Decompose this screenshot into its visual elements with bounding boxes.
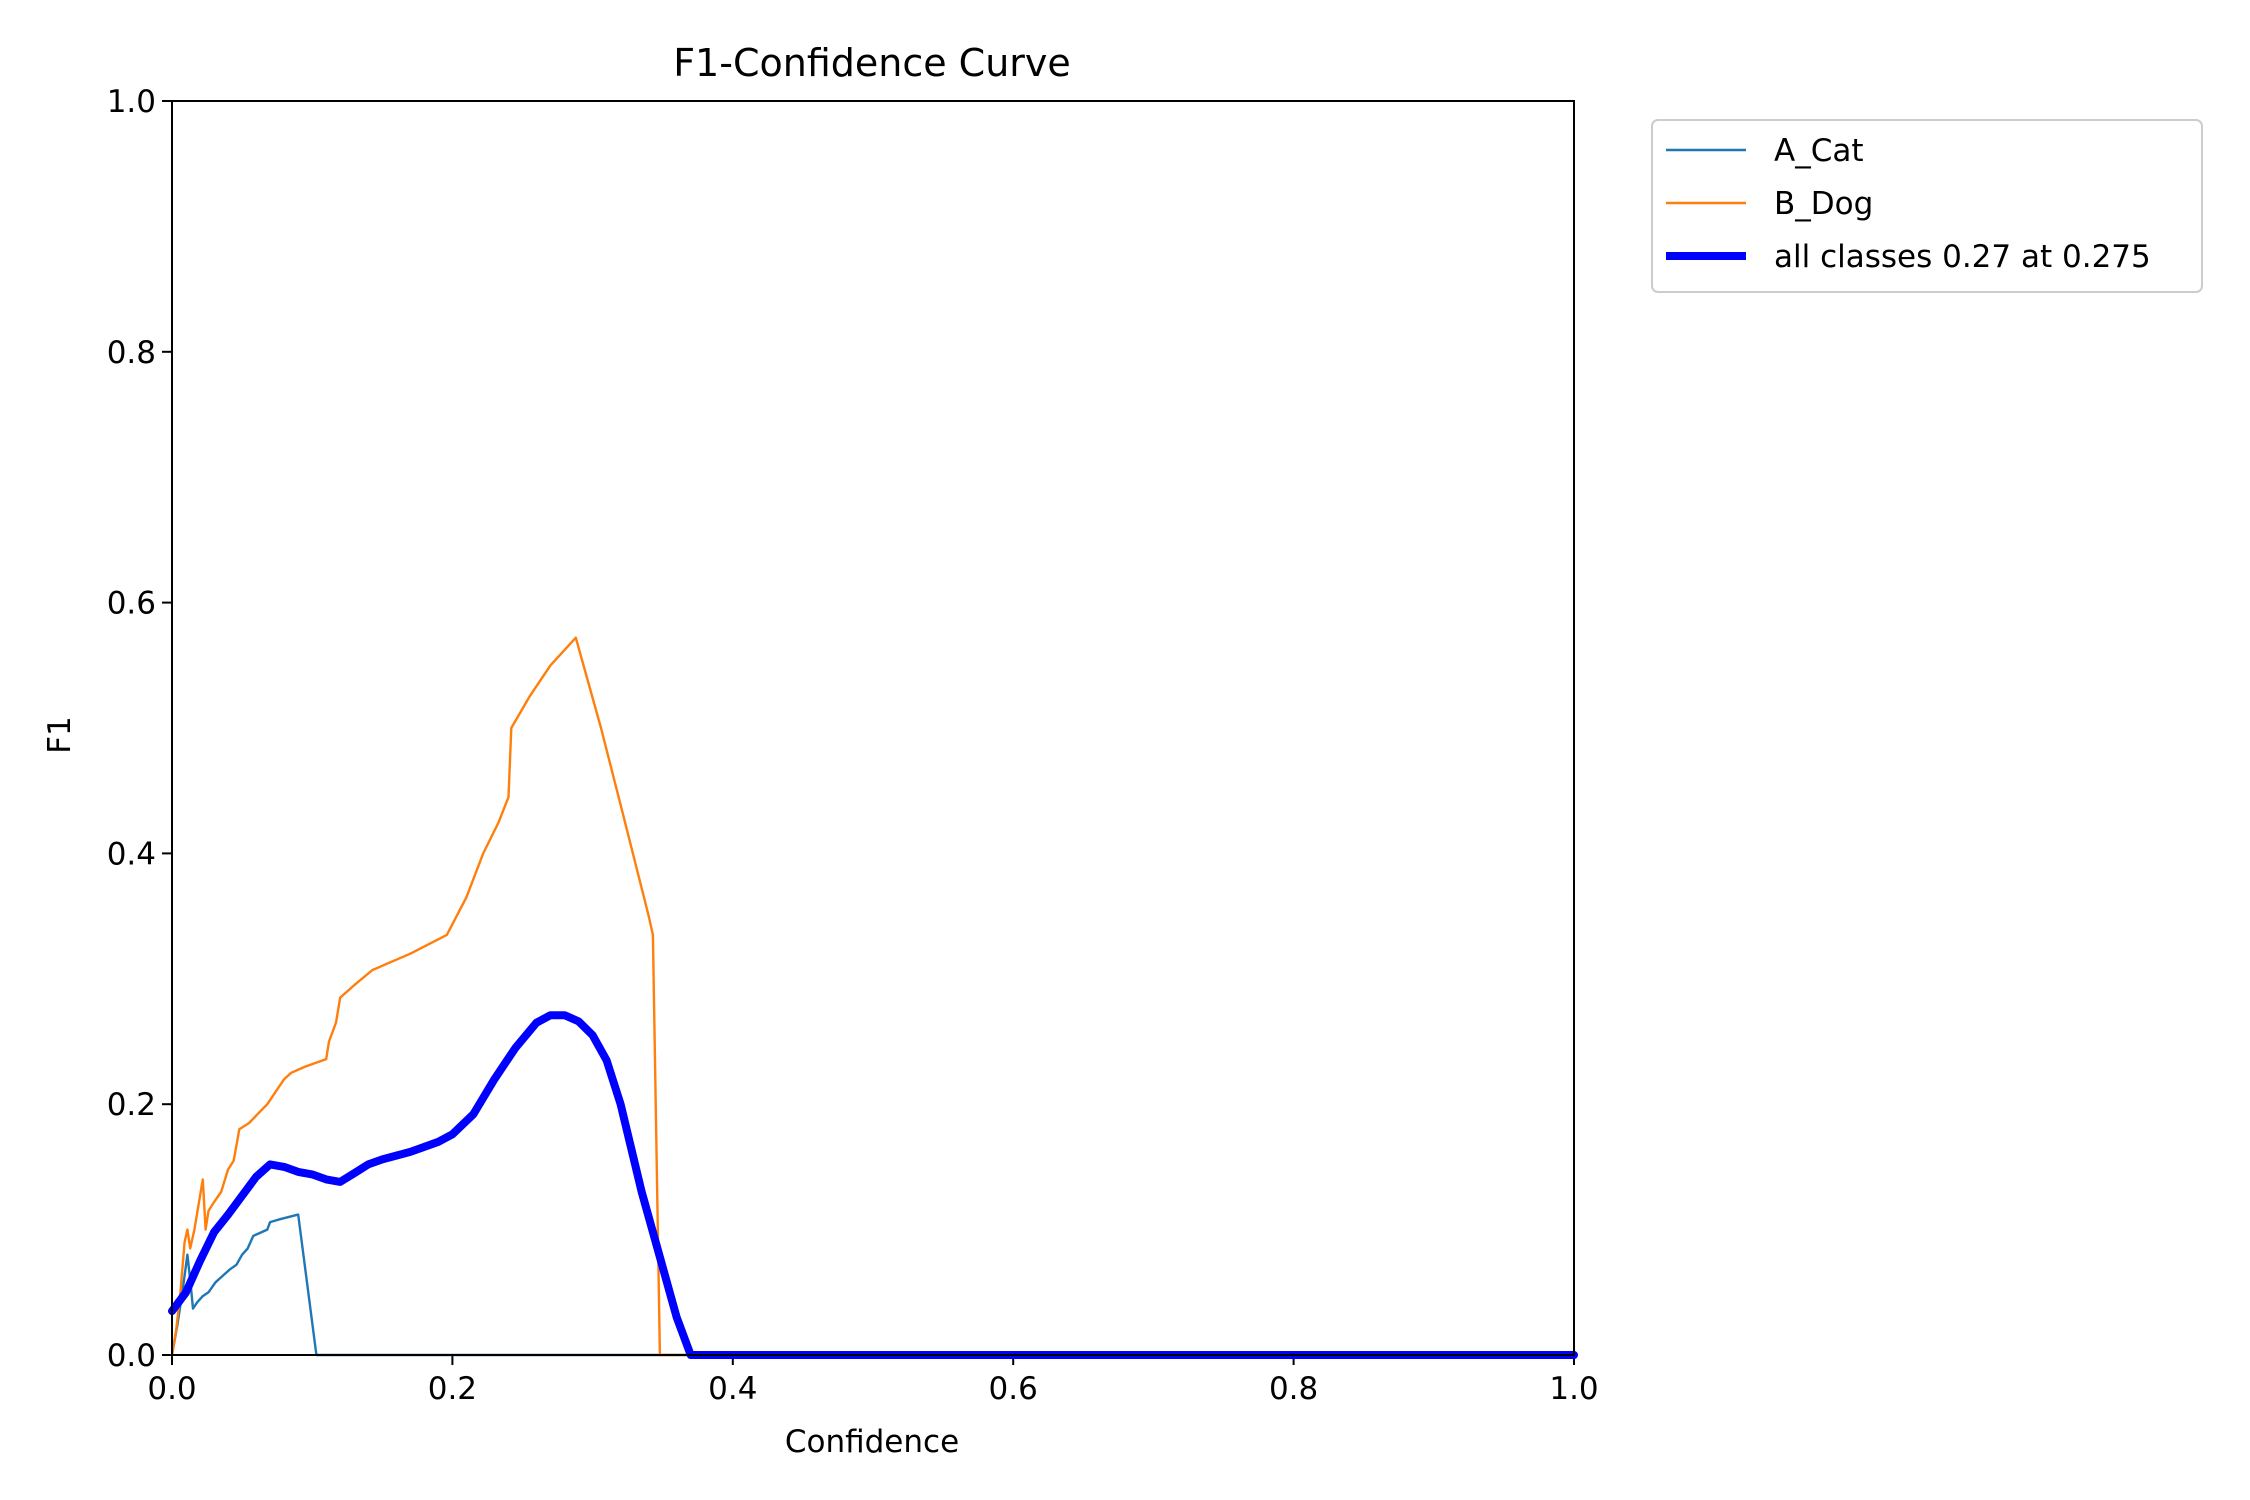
axes-frame <box>171 100 1575 1356</box>
y-tick-label: 0.4 <box>107 836 156 872</box>
series-line-3 <box>168 1011 1578 1359</box>
series-layer <box>168 636 1578 1359</box>
series-line-2 <box>170 636 1576 1357</box>
y-axis: 0.0 0.2 0.4 0.6 0.8 1.0 <box>107 84 172 1374</box>
x-tick-label: 0.8 <box>1269 1371 1318 1407</box>
legend-label-1: A_Cat <box>1774 133 1864 169</box>
x-tick-label: 0.6 <box>989 1371 1038 1407</box>
x-axis: 0.0 0.2 0.4 0.6 0.8 1.0 <box>147 1355 1599 1407</box>
y-tick-label: 0.6 <box>107 586 156 622</box>
y-tick-label: 0.0 <box>107 1338 156 1374</box>
y-tick-label: 1.0 <box>107 84 156 120</box>
x-tick-label: 0.0 <box>147 1371 196 1407</box>
x-axis-label: Confidence <box>785 1424 959 1460</box>
x-tick-label: 1.0 <box>1549 1371 1598 1407</box>
y-tick-label: 0.2 <box>107 1087 156 1123</box>
y-axis-label: F1 <box>42 716 78 754</box>
chart-title: F1-Confidence Curve <box>673 41 1071 85</box>
legend-box <box>1651 119 2203 293</box>
legend-label-3: all classes 0.27 at 0.275 <box>1774 239 2151 275</box>
y-tick-label: 0.8 <box>107 335 156 371</box>
x-tick-label: 0.4 <box>708 1371 757 1407</box>
legend-label-2: B_Dog <box>1774 186 1873 222</box>
x-tick-label: 0.2 <box>428 1371 477 1407</box>
